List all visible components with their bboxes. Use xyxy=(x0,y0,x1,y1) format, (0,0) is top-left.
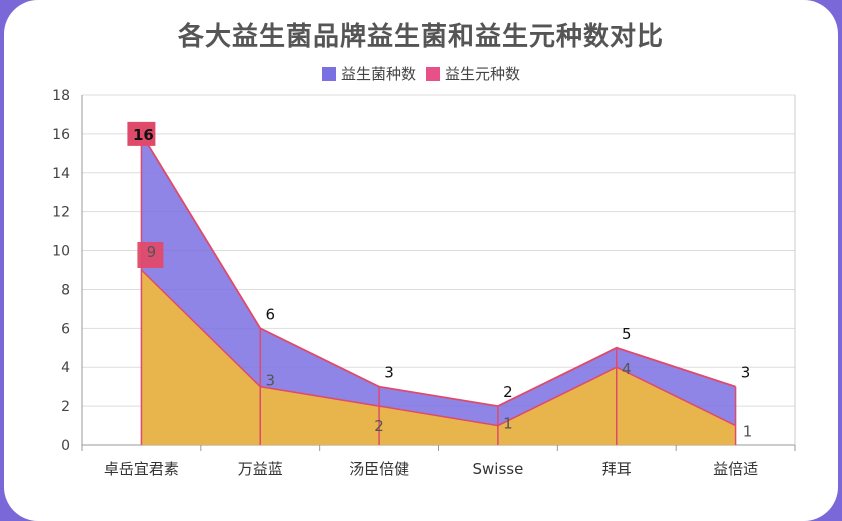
chart-title: 各大益生菌品牌益生菌和益生元种数对比 xyxy=(177,22,664,52)
line-series-1 xyxy=(140,133,736,408)
x-tick-label: 万益蓝 xyxy=(238,460,283,478)
legend-swatch-series-2 xyxy=(426,66,440,81)
data-label-series-1: 5 xyxy=(622,325,632,343)
area-series-1 xyxy=(141,133,736,445)
data-label-series-2: 4 xyxy=(622,360,632,378)
y-tick-label: 2 xyxy=(61,399,70,415)
y-tick-label: 8 xyxy=(61,282,70,298)
data-label-series-1: 3 xyxy=(741,364,751,382)
y-tick-label: 18 xyxy=(52,88,70,104)
y-tick-label: 12 xyxy=(52,205,70,221)
data-label-bg xyxy=(127,121,156,146)
legend-swatch-series-1 xyxy=(321,66,336,81)
legend-label-series-2: 益生元种数 xyxy=(445,65,521,83)
data-label-series-2: 9 xyxy=(147,243,157,261)
y-tick-label: 4 xyxy=(61,360,70,376)
y-tick-label: 0 xyxy=(61,438,70,454)
y-tick-label: 10 xyxy=(52,244,70,260)
data-label-series-1: 16 xyxy=(133,126,154,144)
data-label-series-1: 2 xyxy=(503,383,513,401)
x-tick-label: 益倍适 xyxy=(713,460,758,478)
data-label-series-2: 2 xyxy=(374,417,384,435)
data-label-series-1: 6 xyxy=(265,305,275,323)
data-label-series-1: 3 xyxy=(384,364,394,382)
y-tick-label: 6 xyxy=(61,321,70,337)
data-label-series-2: 1 xyxy=(503,415,513,433)
x-tick-label: 汤臣倍健 xyxy=(349,460,409,478)
data-label-series-2: 3 xyxy=(265,372,275,390)
x-tick-label: Swisse xyxy=(473,460,524,478)
legend-label-series-1: 益生菌种数 xyxy=(340,65,416,83)
y-tick-label: 16 xyxy=(52,127,70,143)
x-tick-label: 卓岳宜君素 xyxy=(104,460,179,478)
data-label-bg xyxy=(137,242,164,268)
line-series-2 xyxy=(140,269,736,427)
y-tick-label: 14 xyxy=(52,166,70,182)
legend-item-series-1[interactable]: 益生菌种数 xyxy=(321,63,416,84)
chart-legend: 益生菌种数 益生元种数 xyxy=(0,63,842,84)
legend-item-series-2[interactable]: 益生元种数 xyxy=(426,63,520,84)
area-series-2 xyxy=(141,270,736,445)
data-label-series-2: 1 xyxy=(743,423,753,441)
x-tick-label: 拜耳 xyxy=(602,460,632,478)
